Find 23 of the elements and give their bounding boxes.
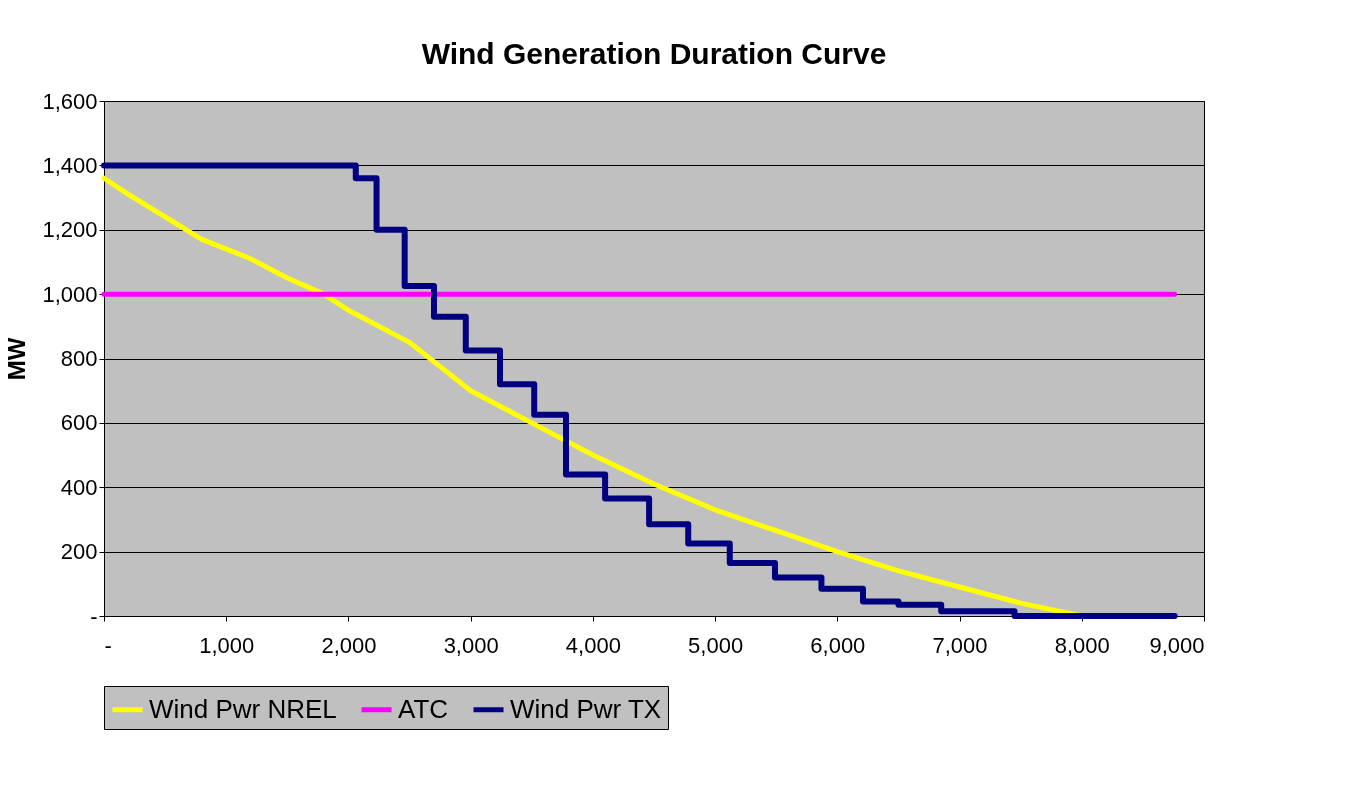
chart-title: Wind Generation Duration Curve bbox=[421, 37, 887, 70]
y-tick-label: 600 bbox=[60, 410, 98, 436]
y-tick-label: 1,600 bbox=[42, 88, 98, 114]
y-tick-label: - bbox=[90, 603, 98, 629]
y-tick-label: 1,000 bbox=[42, 281, 98, 307]
x-tick-label: 8,000 bbox=[1054, 632, 1110, 658]
legend-label: ATC bbox=[398, 693, 449, 724]
x-tick-label: 5,000 bbox=[688, 632, 744, 658]
x-tick-label: 2,000 bbox=[321, 632, 377, 658]
y-tick-label: 400 bbox=[60, 474, 98, 500]
x-tick-label: 3,000 bbox=[443, 632, 499, 658]
x-tick-label: 7,000 bbox=[932, 632, 988, 658]
y-tick-label: 800 bbox=[60, 346, 98, 371]
y-tick-label: 1,400 bbox=[42, 152, 98, 178]
legend-label: Wind Pwr NREL bbox=[149, 693, 337, 724]
x-tick-label: 1,000 bbox=[199, 632, 255, 658]
y-tick-label: 200 bbox=[60, 539, 98, 565]
legend-label: Wind Pwr TX bbox=[510, 693, 662, 724]
x-tick-label: 6,000 bbox=[810, 632, 866, 658]
x-tick-label: 4,000 bbox=[565, 632, 621, 658]
y-tick-label: 1,200 bbox=[42, 217, 98, 243]
x-tick-label: 9,000 bbox=[1149, 632, 1205, 658]
y-axis-title: MW bbox=[3, 337, 31, 381]
